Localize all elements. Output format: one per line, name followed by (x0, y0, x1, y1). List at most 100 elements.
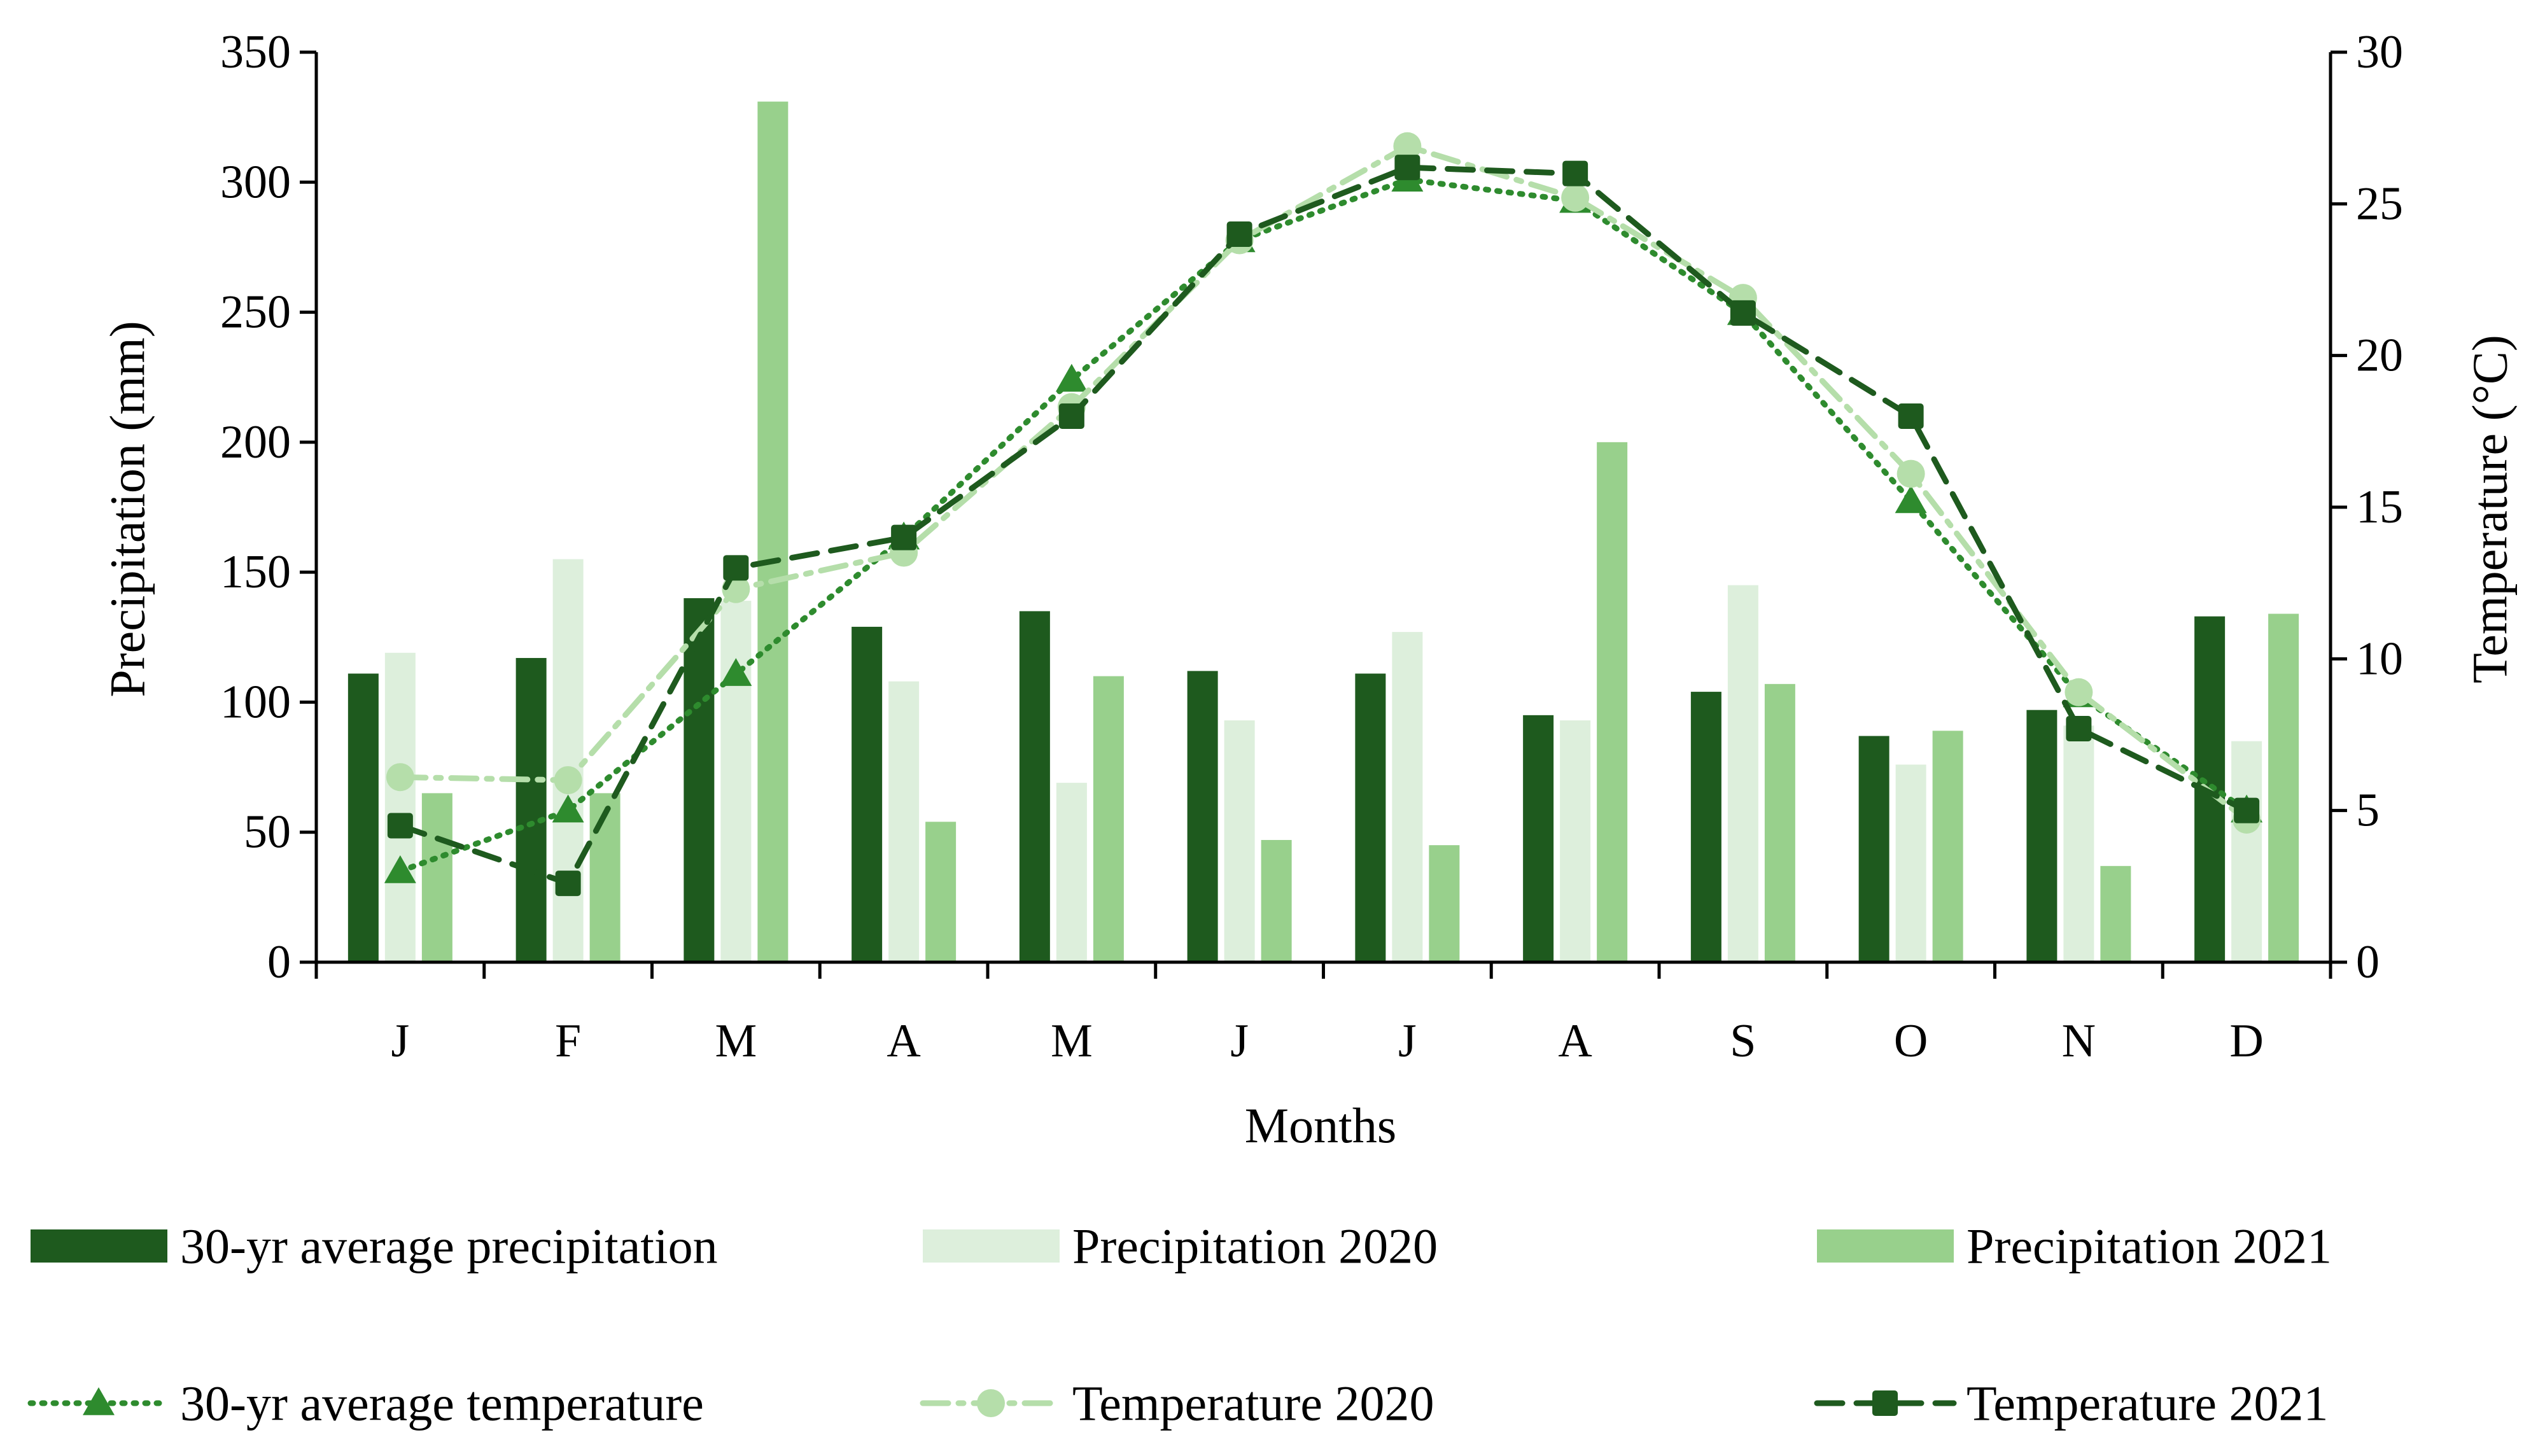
bar-precipitation-2020-7 (1392, 632, 1423, 962)
legend-label-temperature-2021: Temperature 2021 (1967, 1376, 2328, 1431)
bar-precipitation-2021-6 (1261, 839, 1292, 962)
bar-precipitation-2020-10 (1895, 764, 1926, 962)
bar-30-yr-average-precipitation-2 (515, 657, 547, 962)
bar-precipitation-2021-1 (421, 793, 452, 962)
bar-precipitation-2021-11 (2100, 865, 2131, 962)
line-temperature-2021 (397, 164, 2250, 886)
bar-precipitation-2021-9 (1764, 683, 1795, 962)
bar-precipitation-2020-12 (2231, 741, 2262, 962)
y2-tick-label-5: 5 (2356, 785, 2380, 837)
legend: 30-yr average precipitation Precipitation… (27, 1219, 2332, 1431)
point-temperature-2021-10 (1898, 403, 1924, 429)
bar-precipitation-2021-12 (2268, 613, 2299, 962)
bar-precipitation-2021-7 (1429, 845, 1460, 962)
y-tick-label-250: 250 (220, 286, 291, 339)
bar-30-yr-average-precipitation-8 (1523, 715, 1554, 962)
bars-layer (347, 101, 2299, 963)
legend-item-precipitation-2020: Precipitation 2020 (923, 1219, 1438, 1274)
legend-marker-temperature-2021 (1872, 1390, 1898, 1416)
axes-layer: 0 50 100 150 200 250 300 350 0 5 10 15 20 25 30 J F M A M J J… (220, 26, 2403, 1067)
bar-precipitation-2021-3 (757, 101, 789, 963)
y-tick-label-300: 300 (220, 156, 291, 208)
point-temperature-2021-12 (2234, 797, 2260, 823)
y2-tick-label-15: 15 (2356, 481, 2403, 533)
legend-label-temperature-2020: Temperature 2020 (1072, 1376, 1434, 1431)
bar-precipitation-2020-1 (384, 652, 416, 962)
point-temperature-2021-7 (1394, 155, 1420, 181)
legend-item-temperature-2020: Temperature 2020 (920, 1376, 1434, 1431)
legend-label-precipitation-2020: Precipitation 2020 (1072, 1219, 1438, 1274)
y-tick-label-150: 150 (220, 546, 291, 598)
point-temperature-2021-2 (555, 871, 581, 897)
bar-30-yr-average-precipitation-6 (1187, 671, 1218, 962)
bar-precipitation-2021-5 (1093, 676, 1124, 962)
line-30-yr-average-temperature (397, 176, 2250, 874)
point-temperature-2021-3 (723, 555, 749, 581)
legend-item-30-yr-average-precipitation: 30-yr average precipitation (31, 1219, 718, 1274)
point-temperature-2020-10 (1896, 459, 1925, 488)
x-tick-label-3: M (715, 1015, 757, 1067)
bar-precipitation-2020-4 (888, 681, 920, 962)
bar-precipitation-2020-11 (2063, 725, 2094, 962)
bar-precipitation-2020-9 (1727, 585, 1758, 962)
point-temperature-2021-1 (387, 813, 413, 839)
point-temperature-2020-1 (386, 763, 414, 792)
bar-precipitation-2020-2 (552, 559, 584, 962)
point-temperature-2021-11 (2066, 715, 2092, 741)
y2-tick-label-20: 20 (2356, 330, 2403, 382)
legend-item-30-yr-average-temperature: 30-yr average temperature (27, 1376, 704, 1431)
bar-precipitation-2021-10 (1932, 731, 1963, 962)
y-tick-label-350: 350 (220, 26, 291, 78)
point-30-yr-average-temperature-5 (1055, 363, 1088, 392)
legend-marker-temperature-2020 (977, 1389, 1005, 1417)
bar-precipitation-2021-2 (589, 793, 620, 962)
bar-precipitation-2021-4 (925, 822, 957, 962)
x-tick-label-6: J (1230, 1015, 1249, 1067)
legend-swatch-30-yr-average-precipitation (31, 1229, 167, 1263)
point-temperature-2021-8 (1562, 160, 1588, 186)
x-tick-label-5: M (1051, 1015, 1093, 1067)
legend-item-temperature-2021: Temperature 2021 (1814, 1376, 2328, 1431)
legend-item-precipitation-2021: Precipitation 2021 (1817, 1219, 2332, 1274)
bar-precipitation-2021-8 (1597, 442, 1628, 962)
y2-tick-label-30: 30 (2356, 26, 2403, 78)
bar-precipitation-2020-3 (720, 601, 752, 962)
point-temperature-2021-9 (1730, 300, 1756, 326)
point-30-yr-average-temperature-10 (1895, 485, 1927, 514)
lines-layer (384, 132, 2263, 897)
point-temperature-2020-11 (2065, 678, 2093, 706)
bar-30-yr-average-precipitation-9 (1690, 692, 1721, 962)
x-tick-label-10: O (1894, 1015, 1928, 1067)
x-tick-label-2: F (555, 1015, 581, 1067)
legend-marker-30-yr-average-temperature (83, 1387, 115, 1415)
bar-30-yr-average-precipitation-4 (852, 626, 883, 962)
x-tick-label-9: S (1730, 1015, 1756, 1067)
x-tick-label-11: N (2062, 1015, 2096, 1067)
point-temperature-2020-8 (1561, 183, 1590, 212)
bar-30-yr-average-precipitation-7 (1355, 673, 1386, 962)
bar-precipitation-2020-8 (1560, 720, 1591, 962)
x-tick-label-12: D (2229, 1015, 2263, 1067)
legend-label-precipitation-2021: Precipitation 2021 (1967, 1219, 2332, 1274)
point-30-yr-average-temperature-1 (384, 855, 416, 883)
y-tick-label-50: 50 (244, 806, 291, 858)
bar-30-yr-average-precipitation-11 (2026, 710, 2058, 962)
point-30-yr-average-temperature-3 (720, 658, 752, 686)
x-tick-label-8: A (1558, 1015, 1592, 1067)
y2-tick-label-0: 0 (2356, 936, 2380, 988)
x-tick-label-4: A (887, 1015, 920, 1067)
bar-30-yr-average-precipitation-1 (347, 673, 379, 962)
x-tick-label-7: J (1398, 1015, 1417, 1067)
point-temperature-2020-2 (554, 766, 582, 794)
y-tick-label-0: 0 (267, 936, 291, 988)
bar-precipitation-2020-6 (1224, 720, 1255, 962)
legend-label-30-yr-average-precipitation: 30-yr average precipitation (180, 1219, 718, 1274)
y2-tick-label-10: 10 (2356, 633, 2403, 685)
x-axis-title: Months (1245, 1098, 1396, 1153)
legend-label-30-yr-average-temperature: 30-yr average temperature (180, 1376, 704, 1431)
bar-30-yr-average-precipitation-10 (1858, 736, 1889, 962)
point-temperature-2021-6 (1226, 221, 1252, 247)
y2-axis-title: Temperature (°C) (2462, 335, 2518, 683)
y-tick-label-100: 100 (220, 676, 291, 728)
